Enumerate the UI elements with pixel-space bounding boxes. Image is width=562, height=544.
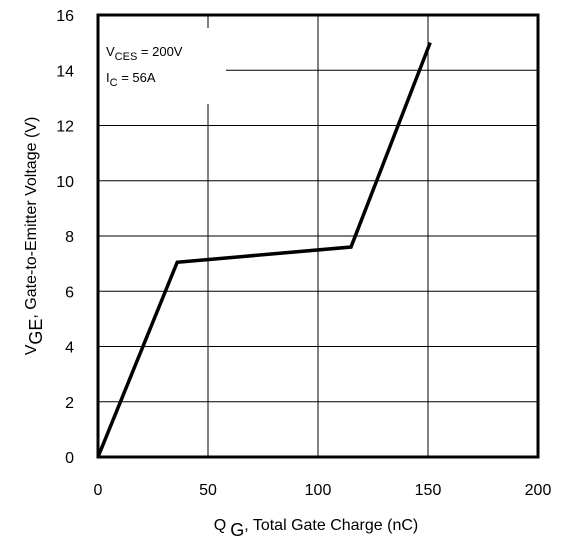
annotation-vces: VCES = 200V [106,44,183,63]
x-tick-label: 0 [94,482,103,499]
x-axis-label: Q G, Total Gate Charge (nC) [214,517,418,540]
y-tick-label: 10 [56,174,74,191]
x-tick-labels: 0 50 100 150 200 [94,482,552,499]
y-tick-label: 12 [56,119,74,136]
annotation-ic: IC = 56A [106,70,156,89]
y-tick-labels: 0 2 4 6 8 10 12 14 16 [56,8,74,467]
series-layer [96,41,432,458]
plot-frame [96,13,540,459]
y-tick-label: 0 [65,450,74,467]
y-tick-label: 6 [65,284,74,301]
grid-lines [98,15,538,457]
y-tick-label: 8 [65,229,74,246]
x-tick-label: 50 [199,482,217,499]
y-tick-label: 16 [56,8,74,25]
x-tick-label: 100 [305,482,332,499]
x-tick-label: 200 [525,482,552,499]
y-tick-label: 2 [65,395,74,412]
y-tick-label: 4 [65,340,74,357]
annotation-box [98,28,226,104]
y-tick-label: 14 [56,63,74,80]
series-line [96,41,432,458]
y-axis-label: VGE, Gate-to-Emitter Voltage (V) [23,117,46,356]
x-tick-label: 150 [415,482,442,499]
